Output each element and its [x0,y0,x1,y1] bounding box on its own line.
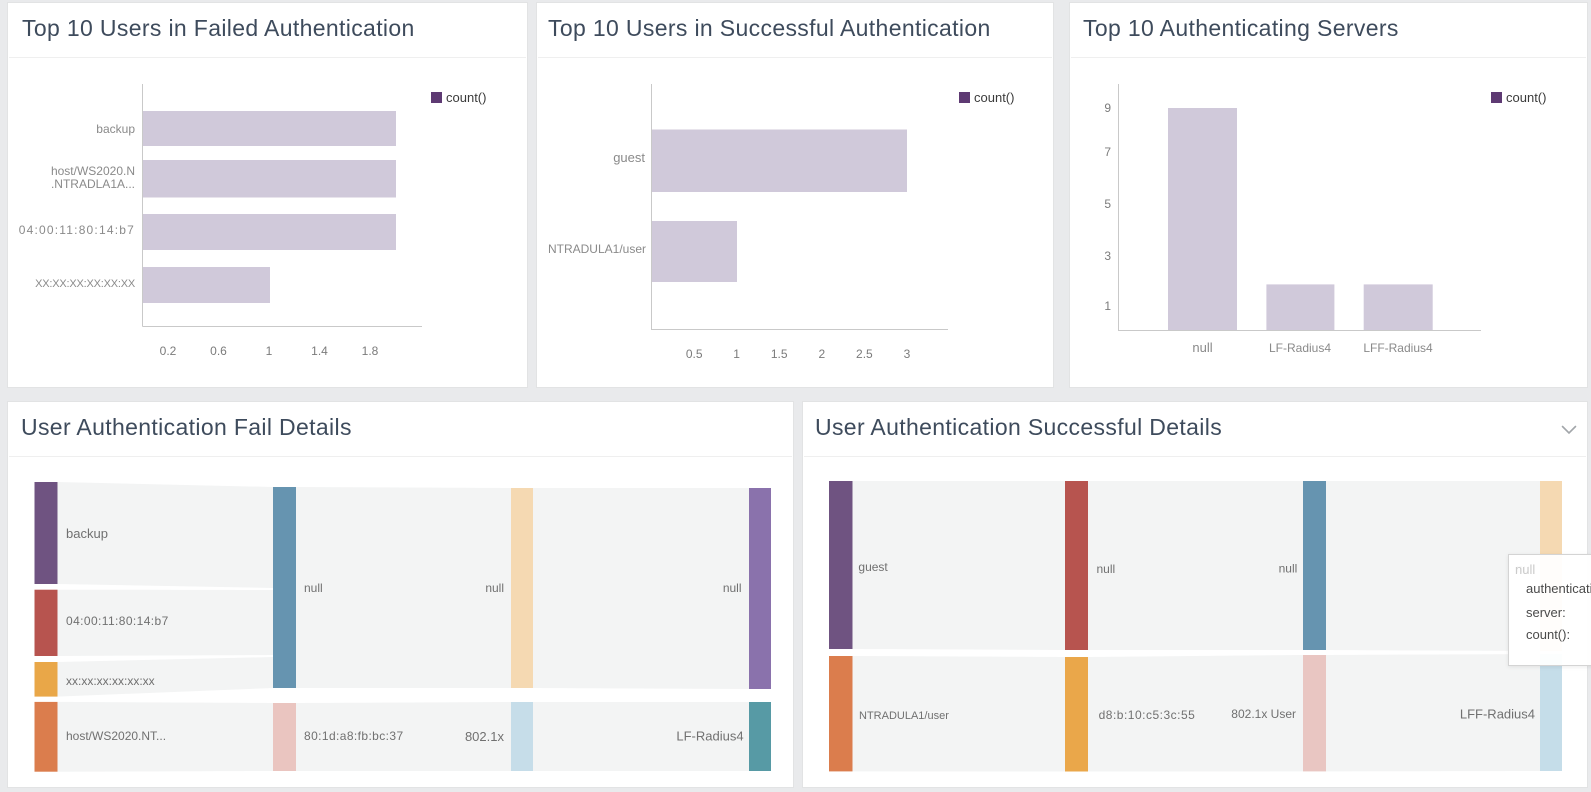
svg-text:d8:b:10:c5:3c:55: d8:b:10:c5:3c:55 [1099,708,1196,722]
svg-text:7: 7 [1104,145,1111,159]
svg-text:80:1d:a8:fb:bc:37: 80:1d:a8:fb:bc:37 [304,729,404,743]
svg-text:0.6: 0.6 [210,344,227,358]
svg-text:guest: guest [858,560,888,574]
svg-text:null: null [1192,340,1212,355]
svg-text:.NTRADLA1A...: .NTRADLA1A... [51,177,135,191]
svg-text:802.1x: 802.1x [465,729,505,744]
svg-text:1.5: 1.5 [771,347,788,361]
svg-text:04:00:11:80:14:b7: 04:00:11:80:14:b7 [66,614,169,628]
svg-text:backup: backup [96,122,135,136]
svg-text:null: null [1279,562,1298,576]
svg-text:9: 9 [1104,101,1111,115]
svg-text:null: null [1097,562,1116,576]
svg-text:NTRADULA1/user: NTRADULA1/user [548,242,646,256]
svg-text:count(): count() [974,90,1014,105]
svg-text:host/WS2020.N: host/WS2020.N [51,164,135,178]
svg-text:2.5: 2.5 [856,347,873,361]
svg-text:2: 2 [818,347,825,361]
svg-text:host/WS2020.NT...: host/WS2020.NT... [66,729,166,743]
svg-text:1: 1 [1104,299,1111,313]
svg-text:LFF-Radius4: LFF-Radius4 [1460,707,1535,722]
svg-text:5: 5 [1104,197,1111,211]
svg-text:XX:XX:XX:XX:XX:XX: XX:XX:XX:XX:XX:XX [35,278,136,290]
svg-text:3: 3 [904,347,911,361]
svg-text:04:00:11:80:14:b7: 04:00:11:80:14:b7 [19,223,135,237]
svg-text:1.4: 1.4 [311,344,328,358]
svg-text:count(): count() [446,90,486,105]
svg-text:1: 1 [266,344,273,358]
svg-text:null: null [304,581,323,595]
svg-text:xx:xx:xx:xx:xx:xx: xx:xx:xx:xx:xx:xx [66,674,155,688]
svg-text:0.2: 0.2 [160,344,177,358]
svg-text:1.8: 1.8 [362,344,379,358]
svg-text:count(): count() [1506,90,1546,105]
svg-text:null: null [723,581,742,595]
svg-text:NTRADULA1/user: NTRADULA1/user [859,710,949,722]
svg-text:3: 3 [1104,249,1111,263]
svg-text:1: 1 [733,347,740,361]
svg-text:backup: backup [66,526,108,541]
svg-text:802.1x User: 802.1x User [1231,707,1296,721]
svg-text:null: null [485,581,504,595]
svg-text:LF-Radius4: LF-Radius4 [676,729,743,744]
svg-text:LFF-Radius4: LFF-Radius4 [1363,341,1433,355]
svg-text:0.5: 0.5 [686,347,703,361]
svg-text:LF-Radius4: LF-Radius4 [1269,341,1331,355]
svg-text:guest: guest [613,150,645,165]
